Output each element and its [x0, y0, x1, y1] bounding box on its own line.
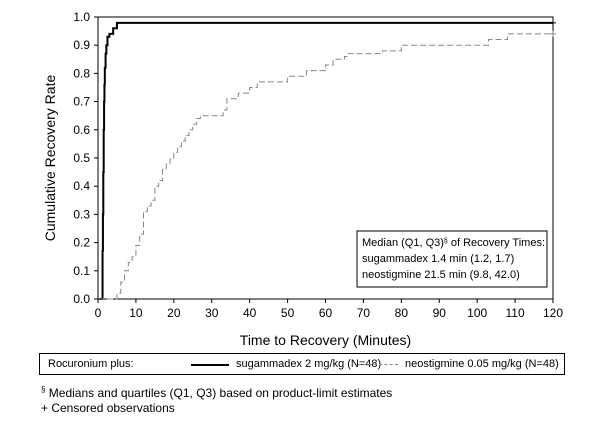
y-tick-label: 0.8: [73, 66, 90, 80]
series-line-sugammadex: [98, 21, 553, 300]
x-tick-label: 120: [543, 306, 563, 320]
median-annotation: Median (Q1, Q3)§ of Recovery Times: suga…: [356, 230, 548, 288]
x-tick-label: 90: [433, 306, 447, 320]
annotation-box: [356, 230, 548, 288]
x-tick-label: 10: [129, 306, 143, 320]
x-tick-label: 50: [281, 306, 295, 320]
annotation-title-marker: §: [444, 238, 448, 245]
x-tick-label: 100: [467, 306, 487, 320]
x-tick-label: 110: [506, 306, 525, 320]
x-tick-label: 0: [95, 306, 102, 320]
y-tick-label: 0.5: [73, 151, 90, 165]
kaplan-meier-chart: 0 10 20 30 40 50 60 70 80 90 100 110 120 0.0 0.1 0.2 0.3…: [42, 10, 563, 348]
x-tick-label: 70: [357, 306, 371, 320]
x-axis-title: Time to Recovery (Minutes): [240, 332, 411, 348]
legend: Rocuronium plus: sugammadex 2 mg/kg (N=4…: [39, 353, 565, 375]
annotation-title: Median (Q1, Q3)§ of Recovery Times:: [362, 237, 545, 249]
x-tick-label: 30: [205, 306, 219, 320]
y-tick-label: 0.2: [73, 236, 90, 250]
legend-item-neostigmine: neostigmine 0.05 mg/kg (N=48): [405, 358, 559, 370]
legend-item-sugammadex: sugammadex 2 mg/kg (N=48): [236, 358, 382, 370]
censored-marker: [550, 30, 556, 37]
censored-marker: [550, 19, 556, 26]
y-tick-label: 0.1: [73, 264, 90, 278]
legend-swatch-sugammadex: [191, 364, 229, 366]
y-tick-label: 0.4: [73, 179, 90, 193]
legend-label: Rocuronium plus:: [48, 358, 134, 370]
y-tick-label: 0.0: [73, 292, 90, 306]
y-tick-label: 1.0: [73, 10, 90, 24]
y-tick-label: 0.7: [73, 95, 90, 109]
annotation-line-neostigmine: neostigmine 21.5 min (9.8, 42.0): [362, 269, 520, 281]
y-tick-label: 0.3: [73, 207, 90, 221]
y-tick-label: 0.9: [73, 38, 90, 52]
footnote-medians-text: Medians and quartiles (Q1, Q3) based on …: [45, 386, 393, 400]
y-axis-title: Cumulative Recovery Rate: [42, 75, 58, 242]
legend-swatch-neostigmine: [358, 364, 398, 365]
series-line-neostigmine: [98, 33, 553, 300]
x-tick-label: 40: [243, 306, 257, 320]
footnote-censored-text: + Censored observations: [41, 401, 175, 415]
series-layer: [98, 19, 556, 300]
footnote-censored: + Censored observations: [41, 401, 175, 415]
x-tick-label: 60: [319, 306, 333, 320]
x-tick-label: 80: [395, 306, 409, 320]
x-tick-label: 20: [167, 306, 181, 320]
axes: 0 10 20 30 40 50 60 70 80 90 100 110 120 0.0 0.1 0.2 0.3…: [73, 10, 563, 320]
annotation-title-suffix: of Recovery Times:: [448, 237, 545, 249]
y-tick-label: 0.6: [73, 123, 90, 137]
annotation-title-main: Median (Q1, Q3): [362, 237, 444, 249]
footnote-marker: §: [41, 385, 46, 394]
annotation-line-sugammadex: sugammadex 1.4 min (1.2, 1.7): [362, 253, 514, 265]
footnote-medians: § Medians and quartiles (Q1, Q3) based o…: [41, 385, 392, 400]
